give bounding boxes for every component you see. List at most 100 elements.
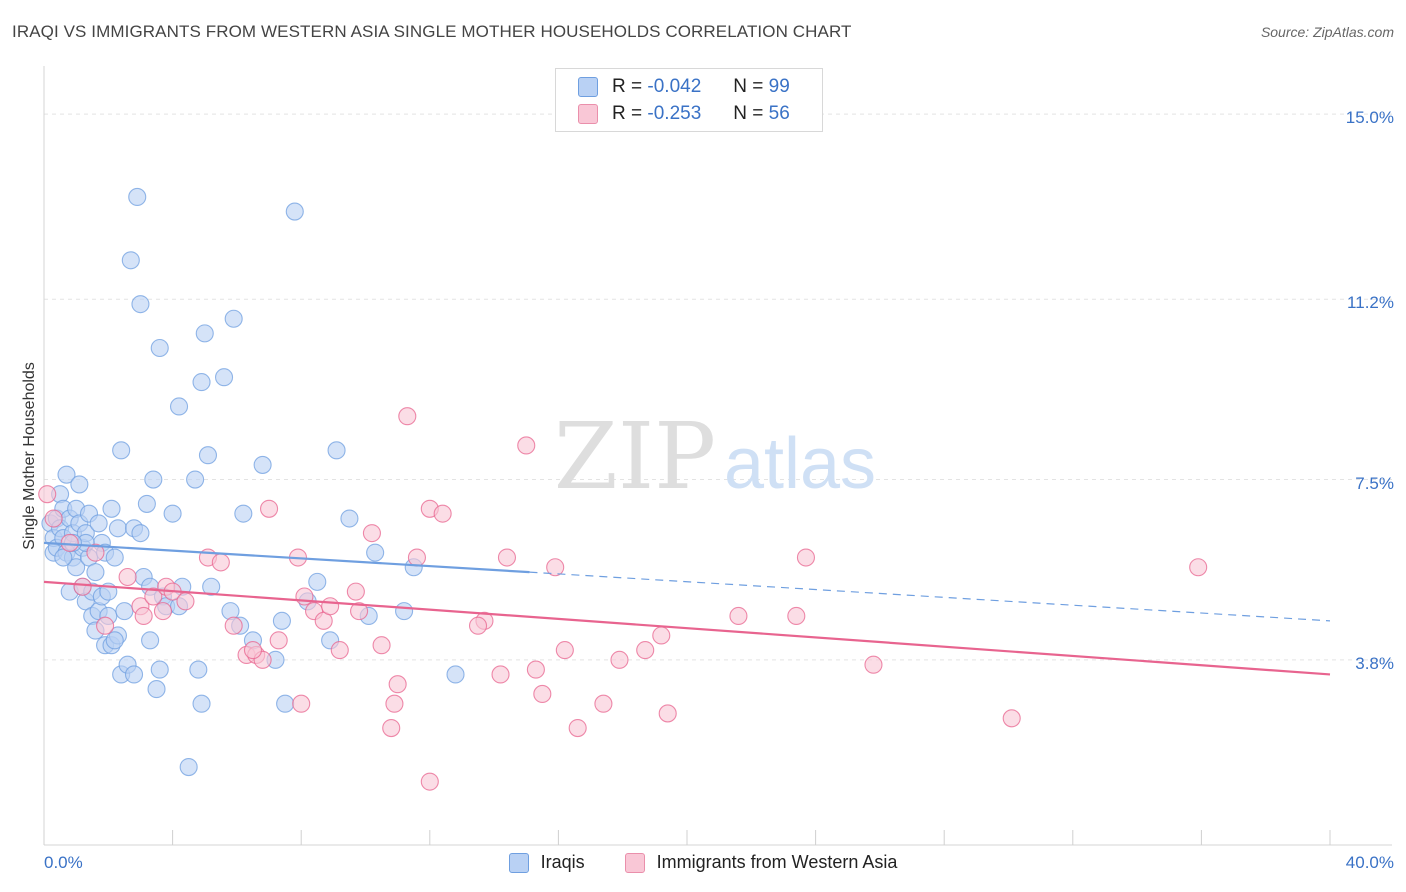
point-iraqis [272,611,291,630]
point-iraqis [86,563,105,582]
trend-line-iraqis-extension [529,571,1331,622]
series-label-western-asia: Immigrants from Western Asia [656,852,898,872]
point-western-asia [269,631,288,650]
point-iraqis [137,494,156,513]
legend-n-value: 99 [768,76,790,97]
point-iraqis [327,441,346,460]
point-western-asia [134,606,153,626]
point-iraqis [308,572,327,591]
point-iraqis [105,548,124,567]
point-western-asia [350,602,369,621]
trend-lines [43,541,1331,676]
x-tick-max: 40.0% [1345,853,1394,872]
point-western-asia [60,533,79,552]
y-tick-label: 15.0% [1345,108,1394,128]
point-iraqis [57,465,76,484]
point-western-asia [96,616,115,635]
grid-lines [44,113,1392,661]
series-legend-iraqis[interactable]: Iraqis [508,852,585,873]
point-western-asia [153,602,173,621]
point-iraqis [169,397,189,416]
point-iraqis [276,694,295,713]
point-iraqis [141,631,160,650]
point-iraqis [121,251,140,270]
point-western-asia [211,553,230,572]
point-iraqis [192,373,211,392]
point-western-asia [555,641,574,660]
point-western-asia [398,407,417,426]
trend-line-western-asia [43,580,1331,676]
legend-n-label: N = [733,103,764,124]
point-western-asia [594,694,613,713]
point-western-asia [38,485,57,504]
point-western-asia [259,499,279,518]
point-western-asia [636,641,655,660]
point-western-asia [385,694,404,713]
legend-r-label: R = [612,76,643,97]
point-iraqis [186,470,205,489]
point-western-asia [73,577,92,596]
point-iraqis [67,558,86,577]
point-western-asia [44,509,63,528]
point-western-asia [1002,709,1021,728]
legend-n-value: 56 [768,103,790,124]
point-western-asia [243,641,263,660]
data-points [38,187,1208,791]
point-iraqis [128,187,147,206]
y-tick-label: 3.8% [1355,653,1394,673]
point-iraqis [163,504,182,523]
point-western-asia [546,558,565,577]
point-iraqis [340,509,359,528]
series-legend-western-asia[interactable]: Immigrants from Western Asia [624,852,898,873]
point-western-asia [362,524,381,543]
point-western-asia [796,548,816,567]
point-western-asia [468,616,488,635]
point-iraqis [179,757,198,777]
point-western-asia [224,616,243,635]
point-western-asia [176,592,195,611]
point-western-asia [346,582,365,601]
point-western-asia [652,626,671,645]
point-iraqis [131,295,150,314]
point-western-asia [321,597,340,616]
point-western-asia [491,665,510,684]
point-western-asia [382,719,401,738]
legend-swatch-western-asia [578,104,598,124]
axes [43,66,1392,846]
point-iraqis [221,602,240,621]
legend-row-iraqis: R = -0.042 N = 99 [578,75,790,99]
point-iraqis [214,368,234,387]
point-western-asia [407,548,426,567]
point-western-asia [568,719,587,738]
source-label: Source: ZipAtlas.com [1260,24,1394,40]
point-iraqis [150,660,169,679]
point-iraqis [112,441,131,460]
watermark: ZIP atlas [554,403,876,510]
point-iraqis [234,504,253,523]
point-iraqis [131,524,150,543]
legend-row-western-asia: R = -0.253 N = 56 [578,102,790,126]
point-iraqis [202,577,221,596]
point-western-asia [610,650,629,669]
point-iraqis [102,499,121,518]
point-western-asia [144,587,163,606]
point-western-asia [729,606,748,626]
point-western-asia [533,684,552,703]
point-western-asia [292,694,311,713]
point-western-asia [517,436,536,455]
point-western-asia [372,636,391,655]
point-iraqis [285,202,304,221]
point-iraqis [124,665,144,684]
series-swatch-western-asia [624,852,645,873]
point-iraqis [108,519,127,538]
stats-legend: R = -0.042 N = 99 R = -0.253 N = 56 [555,68,823,132]
point-iraqis [253,455,272,474]
point-western-asia [118,567,137,587]
series-label-iraqis: Iraqis [540,852,585,872]
legend-r-value: -0.042 [647,76,702,97]
point-western-asia [864,655,883,674]
watermark-atlas: atlas [724,424,876,504]
point-western-asia [658,704,677,723]
point-iraqis [446,665,465,684]
